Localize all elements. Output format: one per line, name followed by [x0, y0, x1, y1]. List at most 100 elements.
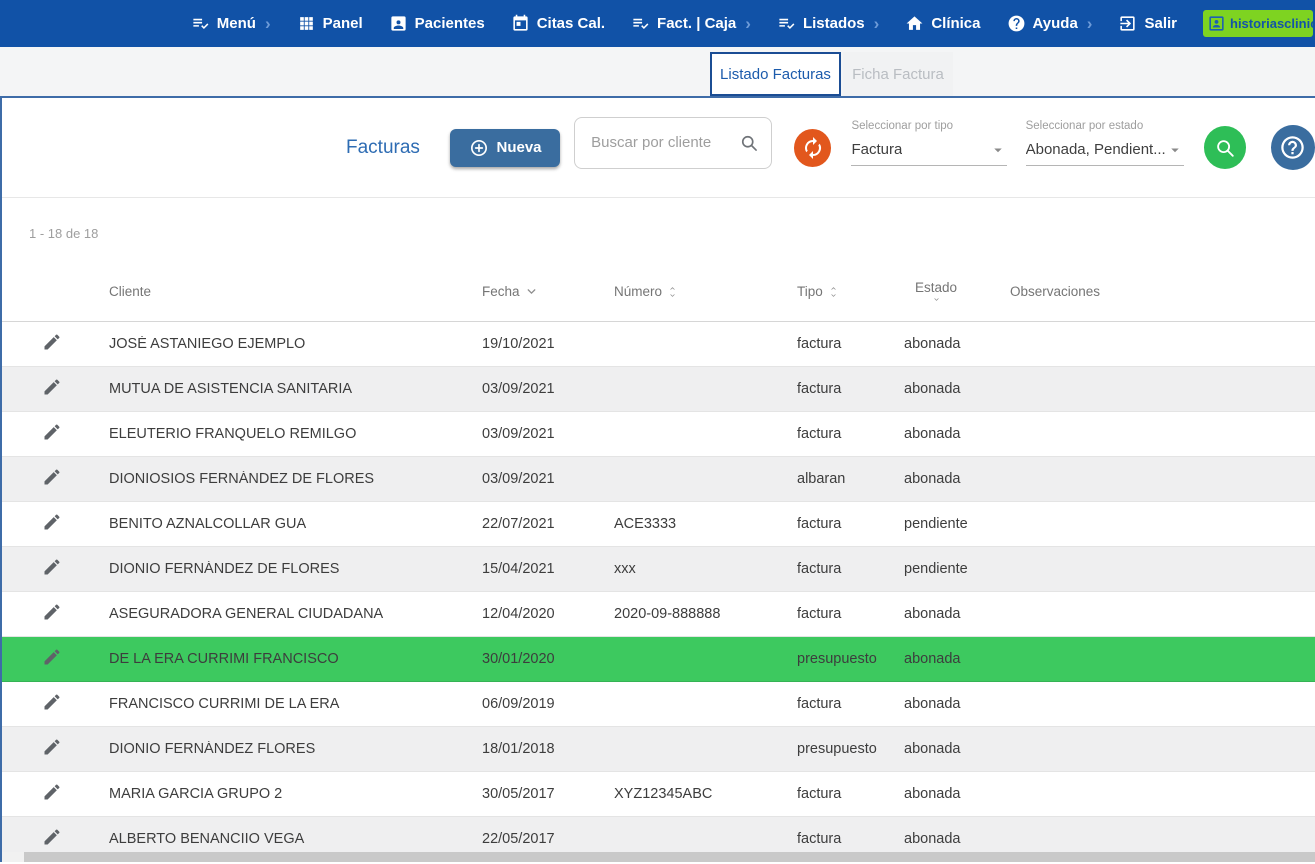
type-filter-select[interactable]: Seleccionar por tipo Factura [851, 119, 1007, 166]
edit-row-button[interactable] [42, 332, 62, 352]
horizontal-scrollbar [2, 852, 1315, 862]
cell-tipo: factura [797, 336, 842, 352]
cell-fecha: 18/01/2018 [482, 741, 555, 757]
nav-label: Fact. | Caja [657, 15, 737, 32]
caret-down-icon [989, 141, 1007, 159]
cell-fecha: 19/10/2021 [482, 336, 555, 352]
cell-cliente: FRANCISCO CURRIMI DE LA ERA [109, 696, 340, 712]
edit-row-button[interactable] [42, 647, 62, 667]
scrollbar-thumb[interactable] [24, 852, 1315, 862]
table-row[interactable]: MUTUA DE ASISTENCIA SANITARIA 03/09/2021… [2, 367, 1315, 412]
cell-cliente: MARIA GARCIA GRUPO 2 [109, 786, 283, 802]
search-icon[interactable] [739, 133, 759, 153]
cell-edit [2, 377, 109, 401]
cell-edit [2, 782, 109, 806]
table-row[interactable]: DIONIOSIOS FERNÁNDEZ DE FLORES 03/09/202… [2, 457, 1315, 502]
cell-fecha: 22/07/2021 [482, 516, 555, 532]
edit-row-button[interactable] [42, 692, 62, 712]
pencil-icon [42, 422, 62, 442]
cell-estado: pendiente [904, 561, 968, 577]
tab-listado-facturas[interactable]: Listado Facturas [710, 52, 841, 96]
cell-cliente: ELEUTERIO FRANQUELO REMILGO [109, 426, 357, 442]
cell-cliente: BENITO AZNALCOLLAR GUA [109, 516, 307, 532]
cell-edit [2, 332, 109, 356]
edit-row-button[interactable] [42, 737, 62, 757]
column-header-numero[interactable]: Número [614, 284, 797, 299]
help-button[interactable] [1270, 125, 1315, 170]
chevron-right-icon: › [264, 14, 271, 33]
type-filter-label: Seleccionar por tipo [851, 119, 954, 132]
state-filter-select[interactable]: Seleccionar por estado Abonada, Pendient… [1025, 119, 1184, 166]
cell-fecha: 12/04/2020 [482, 606, 555, 622]
sort-both-icon [667, 285, 678, 299]
cell-tipo: factura [797, 606, 842, 622]
cell-estado: abonada [904, 471, 961, 487]
cell-fecha: 03/09/2021 [482, 471, 555, 487]
nav-item-citas[interactable]: Citas Cal. [511, 14, 605, 33]
cell-edit [2, 737, 109, 761]
table-row[interactable]: ASEGURADORA GENERAL CIUDADANA 12/04/2020… [2, 592, 1315, 637]
pencil-icon [42, 692, 62, 712]
nav-item-listados[interactable]: Listados › [777, 14, 879, 33]
table-row[interactable]: FRANCISCO CURRIMI DE LA ERA 06/09/2019 f… [2, 682, 1315, 727]
edit-row-button[interactable] [42, 602, 62, 622]
cell-estado: abonada [904, 696, 961, 712]
new-button-label: Nueva [496, 139, 542, 156]
search-go-button[interactable] [1203, 126, 1246, 169]
edit-row-button[interactable] [42, 782, 62, 802]
table-row[interactable]: DE LA ERA CURRIMI FRANCISCO 30/01/2020 p… [2, 637, 1315, 682]
edit-row-button[interactable] [42, 377, 62, 397]
client-search-input[interactable] [589, 133, 740, 152]
nav-item-menu[interactable]: Menú › [191, 14, 271, 33]
pencil-icon [42, 557, 62, 577]
refresh-button[interactable] [794, 128, 832, 167]
nav-label: Ayuda [1032, 15, 1078, 32]
state-filter-label: Seleccionar por estado [1025, 119, 1144, 132]
table-row[interactable]: DIONIO FERNÁNDEZ DE FLORES 15/04/2021 xx… [2, 547, 1315, 592]
plus-circle-icon [469, 138, 489, 158]
edit-row-button[interactable] [42, 557, 62, 577]
column-header-estado[interactable]: Estado [904, 280, 1010, 303]
nav-item-ayuda[interactable]: Ayuda › [1007, 14, 1092, 33]
edit-row-button[interactable] [42, 467, 62, 487]
pencil-icon [42, 332, 62, 352]
nav-item-pacientes[interactable]: Pacientes [389, 14, 485, 33]
sync-icon [801, 136, 825, 160]
column-label: Tipo [797, 284, 823, 299]
cell-edit [2, 647, 109, 671]
table-row[interactable]: MARIA GARCIA GRUPO 2 30/05/2017 XYZ12345… [2, 772, 1315, 817]
column-header-fecha[interactable]: Fecha [482, 284, 614, 299]
column-header-tipo[interactable]: Tipo [797, 284, 904, 299]
tab-bar: Listado Facturas Ficha Factura [0, 47, 1315, 98]
tab-ficha-factura[interactable]: Ficha Factura [843, 52, 953, 96]
column-label: Estado [914, 280, 958, 295]
nav-item-fact-caja[interactable]: Fact. | Caja › [631, 14, 751, 33]
edit-row-button[interactable] [42, 422, 62, 442]
cell-numero: ACE3333 [614, 516, 677, 532]
user-badge[interactable]: historiasclinicas [1203, 10, 1313, 37]
nav-item-clinica[interactable]: Clínica [905, 14, 981, 33]
table-row[interactable]: ELEUTERIO FRANQUELO REMILGO 03/09/2021 f… [2, 412, 1315, 457]
username: historiasclinicas [1230, 16, 1313, 31]
cell-estado: abonada [904, 651, 961, 667]
cell-tipo: factura [797, 516, 842, 532]
new-invoice-button[interactable]: Nueva [449, 128, 561, 167]
table-row[interactable]: JOSÉ ASTANIEGO EJEMPLO 19/10/2021 factur… [2, 322, 1315, 367]
table-row[interactable]: DIONIO FERNÁNDEZ FLORES 18/01/2018 presu… [2, 727, 1315, 772]
cell-tipo: factura [797, 426, 842, 442]
nav-item-salir[interactable]: Salir [1118, 14, 1177, 33]
cell-cliente: JOSÉ ASTANIEGO EJEMPLO [109, 336, 306, 352]
cell-fecha: 15/04/2021 [482, 561, 555, 577]
table-body: JOSÉ ASTANIEGO EJEMPLO 19/10/2021 factur… [2, 322, 1315, 862]
table-row[interactable]: BENITO AZNALCOLLAR GUA 22/07/2021 ACE333… [2, 502, 1315, 547]
cell-cliente: DIONIO FERNÁNDEZ FLORES [109, 741, 316, 757]
tab-label: Listado Facturas [720, 65, 831, 83]
nav-item-panel[interactable]: Panel [297, 14, 363, 33]
person-card-icon [1207, 14, 1226, 33]
cell-edit [2, 602, 109, 626]
cell-tipo: factura [797, 696, 842, 712]
edit-row-button[interactable] [42, 512, 62, 532]
edit-row-button[interactable] [42, 827, 62, 847]
pencil-icon [42, 827, 62, 847]
cell-numero: xxx [614, 561, 636, 577]
